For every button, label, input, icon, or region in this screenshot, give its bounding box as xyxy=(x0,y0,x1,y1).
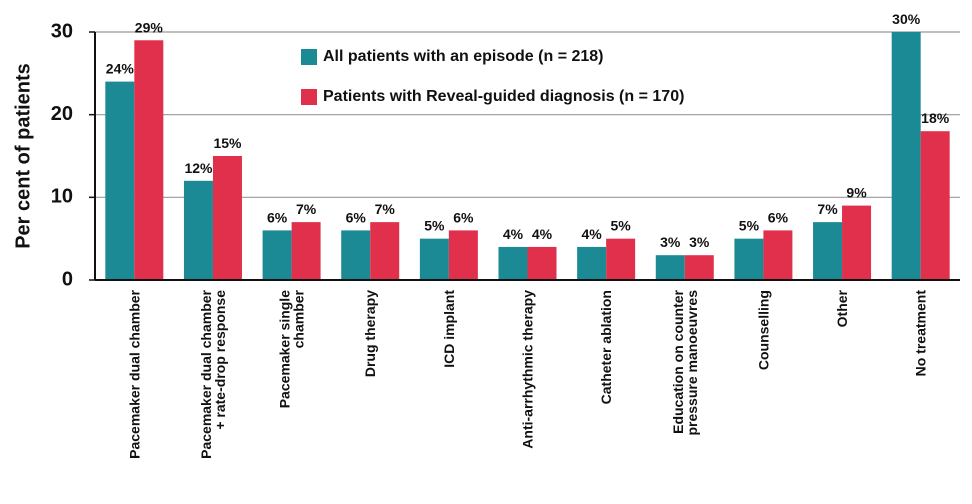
bar xyxy=(498,246,528,280)
value-label: 15% xyxy=(213,135,242,151)
x-tick-label: Education on counterpressure manoeuvres xyxy=(670,289,700,435)
value-label: 7% xyxy=(296,201,317,217)
bar xyxy=(813,222,843,280)
x-tick-label-line: Counselling xyxy=(755,290,771,370)
bar xyxy=(842,205,872,280)
bar xyxy=(262,230,292,280)
legend-swatch xyxy=(301,89,317,105)
value-label: 3% xyxy=(689,234,710,250)
bar xyxy=(527,246,557,280)
y-tick-label: 20 xyxy=(51,103,73,125)
x-tick-label: Pacemaker dual chamber+ rate-drop respon… xyxy=(198,289,228,458)
x-tick-label-line: chamber xyxy=(291,289,307,348)
bar xyxy=(684,255,714,280)
value-label: 24% xyxy=(106,61,135,77)
bar xyxy=(763,230,793,280)
value-label: 6% xyxy=(346,209,367,225)
bar xyxy=(291,222,321,280)
value-label: 6% xyxy=(453,209,474,225)
y-tick-label: 10 xyxy=(51,186,73,208)
value-label: 5% xyxy=(424,218,445,234)
x-tick-label-line: Education on counter xyxy=(670,289,686,433)
value-label: 5% xyxy=(739,218,760,234)
bar xyxy=(419,238,449,280)
bar xyxy=(448,230,478,280)
x-tick-label: Drug therapy xyxy=(362,290,378,377)
bar xyxy=(655,255,685,280)
bar xyxy=(341,230,371,280)
x-tick-label-line: Anti-arrhythmic therapy xyxy=(520,290,536,449)
bar xyxy=(370,222,400,280)
x-tick-label: Other xyxy=(834,289,850,327)
value-label: 7% xyxy=(375,201,396,217)
bar xyxy=(734,238,764,280)
y-tick-label: 0 xyxy=(62,268,73,290)
x-tick-label-line: + rate-drop response xyxy=(212,290,228,430)
value-label: 6% xyxy=(768,209,789,225)
bar xyxy=(105,81,135,280)
value-label: 12% xyxy=(184,160,213,176)
value-label: 9% xyxy=(846,185,867,201)
x-tick-label-line: ICD implant xyxy=(441,290,457,368)
value-label: 4% xyxy=(503,226,524,242)
bar xyxy=(212,156,242,280)
bar xyxy=(920,131,950,280)
value-label: 5% xyxy=(611,218,632,234)
bar xyxy=(134,40,164,281)
bar xyxy=(891,32,921,280)
x-tick-label: ICD implant xyxy=(441,290,457,368)
value-label: 18% xyxy=(921,110,950,126)
value-label: 30% xyxy=(892,11,921,27)
x-tick-label: Pacemaker singlechamber xyxy=(277,289,307,408)
legend-label: All patients with an episode (n = 218) xyxy=(323,48,604,65)
bar xyxy=(606,238,636,280)
bar xyxy=(183,180,213,280)
legend-label: Patients with Reveal-guided diagnosis (n… xyxy=(323,88,684,105)
legend-swatch xyxy=(301,49,317,65)
x-tick-label-line: pressure manoeuvres xyxy=(684,290,700,436)
y-tick-label: 30 xyxy=(51,20,73,42)
x-tick-label: Pacemaker dual chamber xyxy=(126,289,142,458)
x-tick-label-line: No treatment xyxy=(913,290,929,377)
x-tick-label-line: Pacemaker dual chamber xyxy=(126,289,142,458)
bar xyxy=(577,246,607,280)
x-tick-label: No treatment xyxy=(913,290,929,377)
value-label: 7% xyxy=(817,201,838,217)
x-tick-label: Anti-arrhythmic therapy xyxy=(520,290,536,449)
x-tick-label-line: Drug therapy xyxy=(362,290,378,377)
y-axis-label: Per cent of patients xyxy=(12,63,34,249)
value-label: 6% xyxy=(267,209,288,225)
value-label: 4% xyxy=(532,226,553,242)
x-tick-label-line: Pacemaker dual chamber xyxy=(198,289,214,458)
value-label: 29% xyxy=(135,19,164,35)
value-label: 3% xyxy=(660,234,681,250)
value-label: 4% xyxy=(582,226,603,242)
x-tick-label-line: Catheter ablation xyxy=(598,290,614,404)
x-tick-label: Counselling xyxy=(755,290,771,370)
x-tick-label: Catheter ablation xyxy=(598,290,614,404)
x-tick-label-line: Pacemaker single xyxy=(277,290,293,409)
x-tick-label-line: Other xyxy=(834,289,850,327)
